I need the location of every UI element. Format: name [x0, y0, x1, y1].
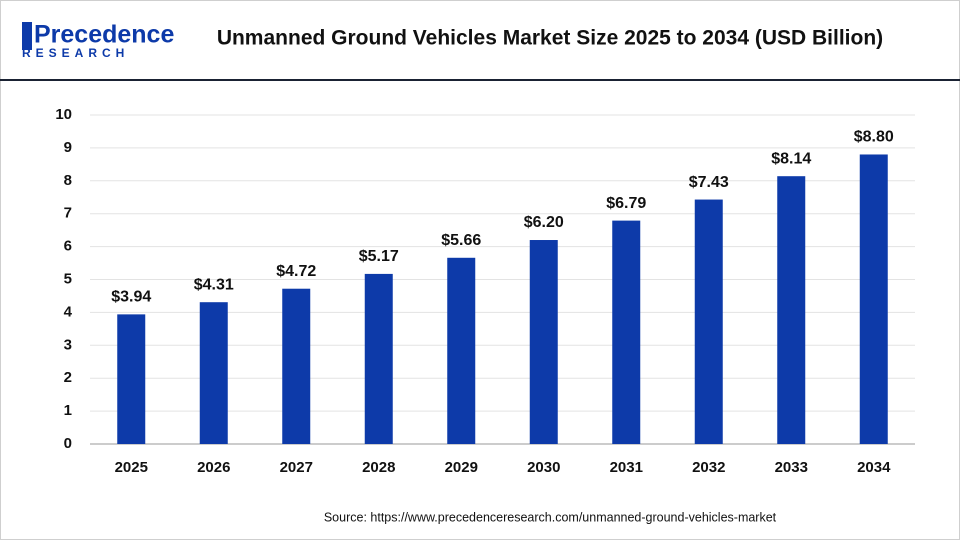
logo-tagline: RESEARCH — [22, 46, 129, 60]
bar — [859, 154, 888, 445]
y-tick-label: 1 — [64, 402, 72, 419]
bar — [447, 257, 476, 444]
value-label: $3.94 — [111, 289, 151, 306]
x-tick-label: 2027 — [280, 459, 313, 476]
y-tick-label: 6 — [64, 238, 72, 255]
value-label: $5.17 — [359, 248, 399, 265]
value-label: $6.79 — [606, 195, 646, 212]
value-label: $7.43 — [689, 174, 729, 191]
x-tick-label: 2033 — [775, 459, 808, 476]
x-tick-label: 2025 — [115, 459, 148, 476]
value-label: $6.20 — [524, 214, 564, 231]
y-tick-label: 8 — [64, 172, 72, 189]
bar — [694, 199, 723, 444]
y-tick-label: 2 — [64, 369, 72, 386]
bar — [364, 273, 393, 444]
y-tick-label: 10 — [55, 106, 72, 123]
bar — [529, 240, 558, 444]
chart-title: Unmanned Ground Vehicles Market Size 202… — [217, 27, 883, 50]
y-tick-label: 9 — [64, 139, 72, 156]
x-tick-label: 2026 — [197, 459, 230, 476]
x-tick-label: 2030 — [527, 459, 560, 476]
value-label: $5.66 — [441, 232, 481, 249]
value-label: $4.72 — [276, 263, 316, 280]
bar — [777, 176, 806, 444]
x-tick-label: 2032 — [692, 459, 725, 476]
y-tick-label: 0 — [64, 435, 72, 452]
source: Source: https://www.precedenceresearch.c… — [324, 510, 777, 524]
value-label: $8.14 — [771, 150, 811, 167]
x-tick-label: 2031 — [610, 459, 643, 476]
bar — [282, 288, 311, 444]
y-tick-label: 7 — [64, 205, 72, 222]
value-label: $4.31 — [194, 276, 234, 293]
logo-icon — [22, 22, 32, 50]
bar — [117, 314, 146, 444]
logo-name: Precedence — [34, 21, 174, 49]
y-tick-label: 5 — [64, 270, 72, 287]
value-label: $8.80 — [854, 129, 894, 146]
bar — [612, 220, 641, 444]
bar — [199, 302, 228, 444]
x-tick-label: 2028 — [362, 459, 395, 476]
y-tick-label: 3 — [64, 336, 72, 353]
x-tick-label: 2029 — [445, 459, 478, 476]
y-tick-label: 4 — [64, 303, 73, 320]
x-tick-label: 2034 — [857, 459, 891, 476]
